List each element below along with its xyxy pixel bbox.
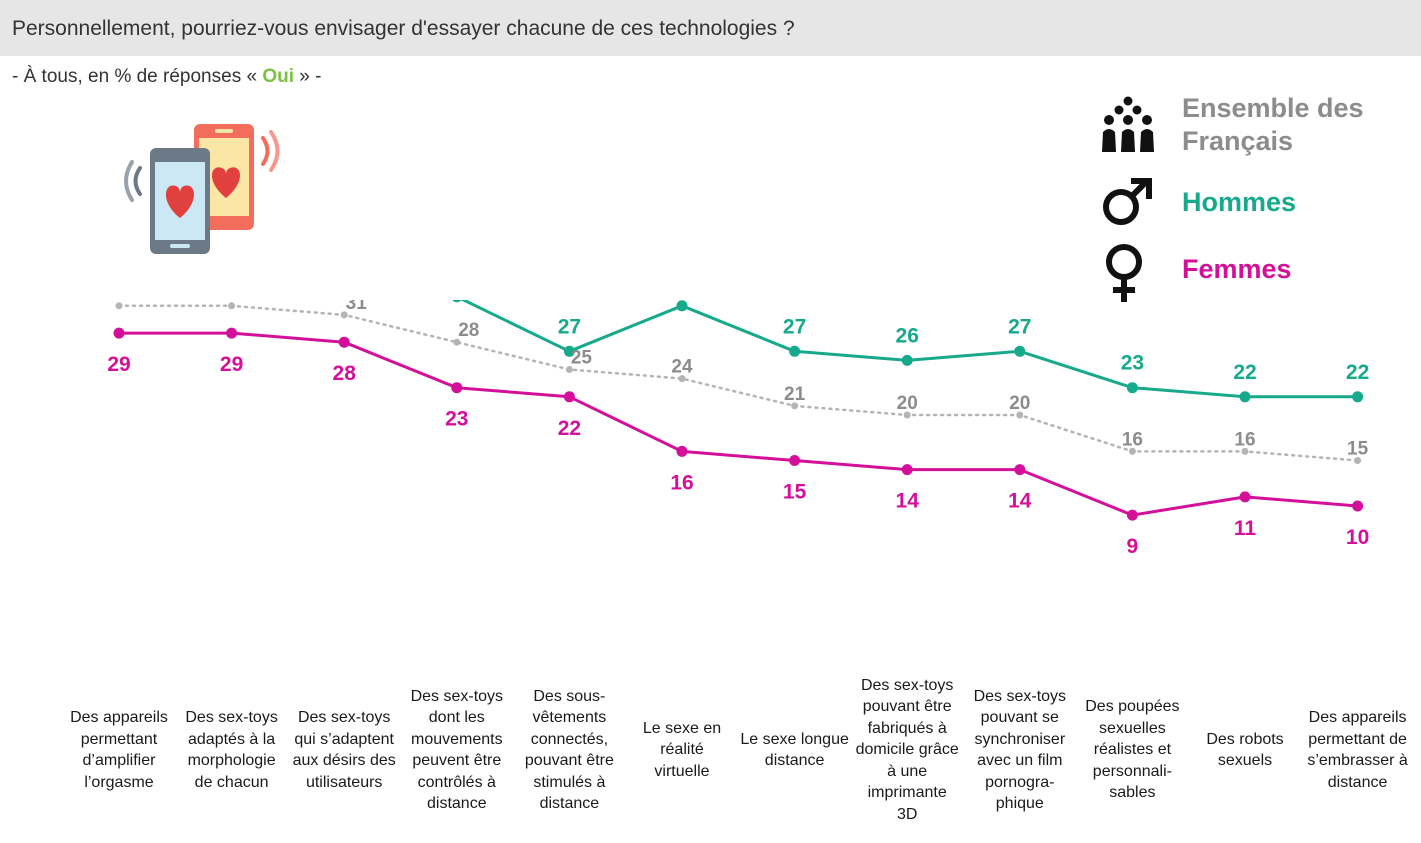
legend-femmes: Femmes (1182, 254, 1292, 284)
legend-hommes: Hommes (1182, 187, 1297, 217)
data-label-hommes: 26 (896, 324, 919, 347)
data-label-hommes: 27 (558, 315, 581, 338)
x-tick-label: Le sexe en réalité virtuelle (642, 719, 722, 780)
people-group-icon (1102, 96, 1154, 152)
phones-hearts-icon (124, 124, 280, 254)
data-point-femmes (676, 445, 688, 457)
data-label-ensemble: 24 (671, 357, 693, 378)
data-point-ensemble (1354, 457, 1362, 464)
subtitle-suffix: » - (293, 66, 322, 87)
data-point-ensemble (228, 302, 236, 310)
data-point-hommes (1126, 382, 1138, 394)
series-line-ensemble (117, 304, 1359, 462)
data-point-ensemble (340, 311, 348, 319)
x-tick-label: Des sex-toys qui s’adaptent aux désirs des… (292, 709, 396, 791)
data-label-ensemble: 32 (233, 300, 254, 305)
x-tick-label: Des robots sexuels (1206, 730, 1284, 770)
series-line-femmes (117, 331, 1360, 517)
data-label-ensemble: 21 (784, 384, 806, 405)
data-point-ensemble (903, 411, 911, 419)
data-label-femmes: 11 (1234, 517, 1257, 540)
data-label-ensemble: 16 (1122, 429, 1143, 450)
data-point-ensemble (1241, 447, 1249, 455)
data-point-femmes (1126, 509, 1138, 521)
data-label-hommes: 22 (1233, 361, 1256, 384)
data-label-ensemble: 16 (1234, 429, 1255, 450)
data-label-ensemble: 25 (571, 348, 593, 369)
data-point-femmes (226, 327, 238, 339)
page-title: Personnellement, pourriez-vous envisager… (12, 17, 795, 40)
data-point-femmes (113, 327, 125, 339)
x-tick-label: Des sex-toys pouvant être fabriqués à domic… (855, 676, 959, 823)
data-point-hommes (901, 354, 913, 366)
data-point-ensemble (1016, 411, 1024, 419)
data-label-hommes: 22 (1346, 361, 1369, 384)
legend-ensemble-line2: Français (1182, 126, 1294, 156)
female-symbol-icon (1106, 244, 1142, 302)
data-label-hommes: 27 (783, 315, 806, 338)
data-point-femmes (563, 391, 575, 403)
data-label-ensemble: 15 (1347, 439, 1369, 460)
x-tick-label: Des sex-toys adaptés à la morphologie de ch… (185, 709, 278, 791)
data-label-femmes: 14 (896, 490, 920, 513)
data-label-femmes: 29 (107, 353, 130, 376)
data-label-ensemble: 20 (1009, 393, 1030, 414)
line-chart: 3835353327322726272322223232312825242120… (107, 300, 1369, 558)
legend-ensemble: Ensemble des Français (1182, 92, 1364, 158)
data-label-hommes: 23 (1121, 352, 1144, 375)
data-point-femmes (338, 336, 350, 348)
data-label-ensemble: 32 (108, 300, 129, 305)
data-label-femmes: 22 (558, 417, 581, 440)
x-tick-label: Des sous-vêtements connectés, pouvant être… (524, 687, 614, 813)
data-point-hommes (1352, 391, 1364, 403)
data-label-femmes: 9 (1127, 535, 1139, 558)
legend-ensemble-line1: Ensemble des (1182, 93, 1364, 123)
subtitle-highlight: Oui (262, 66, 294, 87)
data-label-femmes: 28 (333, 362, 357, 385)
data-point-ensemble (453, 338, 461, 346)
data-label-femmes: 23 (445, 408, 468, 431)
data-point-ensemble (791, 402, 799, 410)
data-point-ensemble (565, 366, 573, 373)
chart-legend: Ensemble des Français Hommes Femmes (1100, 92, 1400, 312)
data-label-ensemble: 28 (458, 320, 479, 341)
data-point-ensemble (115, 302, 123, 310)
x-tick-label: Des sex-toys dont les mouvements peuvent êt… (410, 687, 504, 813)
data-point-femmes (451, 382, 463, 394)
data-point-femmes (1014, 464, 1026, 476)
data-label-ensemble: 31 (346, 300, 368, 314)
x-axis-labels: Des appareils permettant d’amplifier l’orga… (0, 660, 1421, 840)
data-point-hommes (452, 300, 462, 303)
x-tick-label: Des poupées sexuelles réalistes et personna… (1085, 698, 1180, 802)
data-label-femmes: 14 (1008, 490, 1032, 513)
data-point-hommes (676, 300, 688, 312)
x-tick-label: Le sexe longue distance (740, 730, 849, 770)
data-label-ensemble: 20 (897, 393, 918, 414)
data-point-femmes (901, 464, 913, 476)
data-point-hommes (1014, 345, 1026, 357)
data-label-femmes: 29 (220, 353, 243, 376)
data-point-femmes (1239, 491, 1251, 503)
male-symbol-icon (1103, 177, 1152, 225)
data-point-ensemble (678, 375, 686, 383)
data-point-hommes (1239, 391, 1251, 403)
subtitle-prefix: - À tous, en % de réponses « (12, 66, 263, 87)
data-label-femmes: 10 (1346, 526, 1369, 549)
header-bar (0, 0, 1421, 56)
data-point-ensemble (1128, 447, 1136, 455)
data-label-femmes: 15 (783, 481, 807, 504)
data-point-femmes (789, 455, 801, 466)
data-point-femmes (1352, 500, 1364, 512)
data-point-hommes (563, 345, 575, 357)
x-tick-label: Des appareils permettant d’amplifier l’orga… (70, 709, 168, 791)
data-label-hommes: 27 (1008, 315, 1031, 338)
series-line-hommes (460, 300, 1360, 399)
data-point-hommes (789, 345, 801, 357)
x-tick-label: Des sex-toys pouvant se synchroniser avec u… (973, 687, 1067, 813)
subtitle: - À tous, en % de réponses « Oui » - (12, 66, 321, 88)
data-label-femmes: 16 (670, 471, 693, 494)
